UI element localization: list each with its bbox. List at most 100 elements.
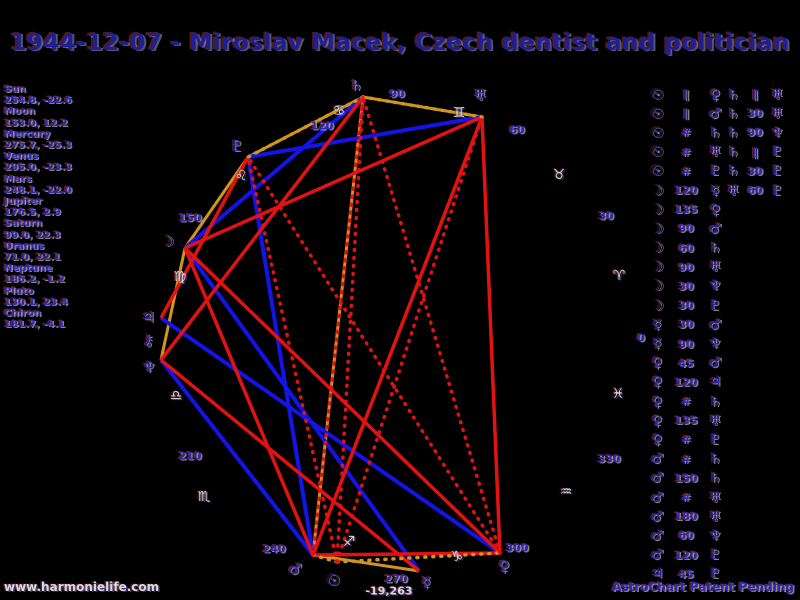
- aspect-type-label: 150: [674, 471, 698, 485]
- aspect-row: ☉ ∥ ♂: [648, 104, 724, 123]
- aspect-planet-a-icon: ☽: [650, 297, 664, 314]
- aspect-row: ♂ 120 ♇: [648, 546, 724, 565]
- aspect-type-label: 30: [747, 164, 763, 178]
- planet-chiron-icon: ⚷: [142, 331, 154, 349]
- aspect-type-label: 135: [674, 203, 698, 217]
- degree-label-300: 300: [505, 541, 529, 555]
- zodiac-sign-taurus-icon: ♉: [552, 167, 566, 183]
- zodiac-sign-leo-icon: ♌: [234, 168, 248, 184]
- aspect-line-moon-135-venus: [183, 246, 502, 555]
- aspect-line-saturn-90-neptune: [159, 95, 365, 362]
- aspect-planet-a-icon: ♄: [726, 105, 740, 122]
- planet-coords-chiron: 181.7, -4.1: [4, 319, 65, 331]
- aspect-row: ♀ # ♄: [648, 392, 724, 411]
- aspect-line-venus-contra-saturn: [361, 95, 502, 555]
- aspect-planet-b-icon: ♇: [770, 182, 784, 199]
- aspect-type-label: ∥: [752, 145, 758, 159]
- aspect-line-sun-par-venus: [335, 551, 502, 564]
- aspect-planet-b-icon: ♅: [708, 412, 722, 429]
- planet-name-mars: Mars: [4, 173, 32, 185]
- aspect-planet-b-icon: ♅: [770, 105, 784, 122]
- aspect-line-venus-45-mars: [312, 551, 501, 557]
- aspect-planet-a-icon: ♀: [651, 412, 663, 429]
- planet-name-pluto: Pluto: [4, 285, 34, 297]
- aspect-planet-b-icon: ♂: [708, 105, 722, 122]
- planet-coords-saturn: 99.0, 22.3: [4, 229, 61, 241]
- patent-pending-label: AstroChart Patent Pending: [612, 580, 794, 594]
- planet-name-mercury: Mercury: [4, 128, 51, 140]
- aspect-planet-b-icon: ♂: [708, 220, 722, 237]
- aspect-line-sun-contra-pluto: [246, 155, 339, 564]
- aspect-planet-a-icon: ☉: [650, 144, 664, 161]
- aspect-type-label: 30: [747, 107, 763, 121]
- planet-name-saturn: Saturn: [4, 218, 42, 230]
- aspect-type-label: 120: [674, 375, 698, 389]
- aspect-row: ♄ ∥ ♇: [724, 143, 786, 162]
- aspect-table-column-2: ♄ ∥ ♅ ♄ 30 ♅ ♄ 90 ♆ ♄ ∥ ♇ ♄ 30 ♇ ♅ 60 ♇: [724, 85, 786, 200]
- aspect-line-moon-30-pluto: [183, 156, 250, 249]
- aspect-row: ♄ 30 ♅: [724, 104, 786, 123]
- planet-mars-icon: ♂: [288, 560, 302, 578]
- aspect-row: ☽ 135 ♀: [648, 200, 724, 219]
- aspect-planet-a-icon: ☉: [650, 105, 664, 122]
- zodiac-sign-scorpio-icon: ♏: [197, 489, 211, 505]
- aspect-row: ♀ 45 ♂: [648, 354, 724, 373]
- aspect-row: ♂ # ♄: [648, 450, 724, 469]
- aspect-type-label: 180: [674, 510, 698, 524]
- planet-saturn-icon: ♄: [349, 76, 363, 94]
- planet-name-uranus: Uranus: [4, 240, 44, 252]
- aspect-line-mars-contra-uranus: [311, 115, 484, 557]
- aspect-planet-a-icon: ♂: [650, 470, 664, 487]
- aspect-planet-b-icon: ♅: [770, 86, 784, 103]
- planet-name-venus: Venus: [4, 151, 39, 163]
- aspect-line-mars-60-neptune: [159, 358, 315, 557]
- aspect-type-label: #: [681, 164, 691, 178]
- aspect-line-venus-135-uranus: [480, 116, 502, 554]
- zodiac-sign-virgo-icon: ♍: [173, 269, 187, 285]
- aspect-planet-b-icon: ♇: [708, 547, 722, 564]
- aspect-planet-a-icon: ☽: [650, 220, 664, 237]
- degree-label-90: 90: [389, 87, 405, 101]
- aspect-planet-b-icon: ♆: [770, 124, 784, 141]
- planet-jupiter-icon: ♃: [141, 308, 155, 326]
- degree-label-240: 240: [262, 542, 286, 556]
- aspect-planet-b-icon: ♇: [770, 144, 784, 161]
- website-watermark: www.harmonielife.com: [4, 580, 160, 594]
- aspect-planet-a-icon: ♀: [651, 374, 663, 391]
- planet-coords-uranus: 71.0, 22.1: [4, 252, 61, 264]
- aspect-row: ♂ # ♅: [648, 488, 724, 507]
- aspect-line-moon-30-neptune: [159, 247, 187, 361]
- aspect-type-label: 30: [678, 299, 694, 313]
- aspect-planet-a-icon: ☽: [650, 240, 664, 257]
- aspect-line-sun-contra-saturn: [335, 95, 365, 564]
- aspect-planet-a-icon: ♀: [651, 393, 663, 410]
- aspect-planet-b-icon: ♂: [708, 355, 722, 372]
- planet-neptune-icon: ♆: [142, 358, 156, 376]
- aspect-planet-a-icon: ♄: [726, 124, 740, 141]
- page-title: 1944-12-07 - Miroslav Macek, Czech denti…: [10, 30, 790, 56]
- aspect-planet-a-icon: ☿: [652, 336, 662, 353]
- aspect-row: ♂ 180 ♅: [648, 507, 724, 526]
- aspect-planet-b-icon: ♅: [708, 144, 722, 161]
- aspect-line-mars-contra-saturn: [311, 95, 365, 557]
- aspect-planet-a-icon: ♂: [650, 508, 664, 525]
- aspect-planet-a-icon: ☉: [650, 124, 664, 141]
- planet-coords-neptune: 186.2, -1.2: [4, 274, 65, 286]
- aspect-planet-b-icon: ♅: [708, 508, 722, 525]
- aspect-planet-b-icon: ♄: [708, 124, 722, 141]
- aspect-row: ☽ 30 ♇: [648, 296, 724, 315]
- aspect-planet-a-icon: ☽: [650, 278, 664, 295]
- degree-label-330: 330: [597, 452, 621, 466]
- aspect-planet-b-icon: ♇: [708, 431, 722, 448]
- aspect-line-venus-120-jupiter: [159, 316, 502, 555]
- aspect-type-label: 45: [678, 356, 694, 370]
- aspect-planet-b-icon: ♇: [708, 163, 722, 180]
- zodiac-sign-pisces-icon: ♓: [611, 386, 625, 402]
- aspect-planet-b-icon: ♆: [708, 278, 722, 295]
- planet-name-moon: Moon: [4, 106, 35, 118]
- aspect-row: ♅ 60 ♇: [724, 181, 786, 200]
- aspect-row: ☿ 30 ♂: [648, 315, 724, 334]
- aspect-type-label: ∥: [752, 88, 758, 102]
- aspect-line-mercury-30-mars: [312, 553, 420, 573]
